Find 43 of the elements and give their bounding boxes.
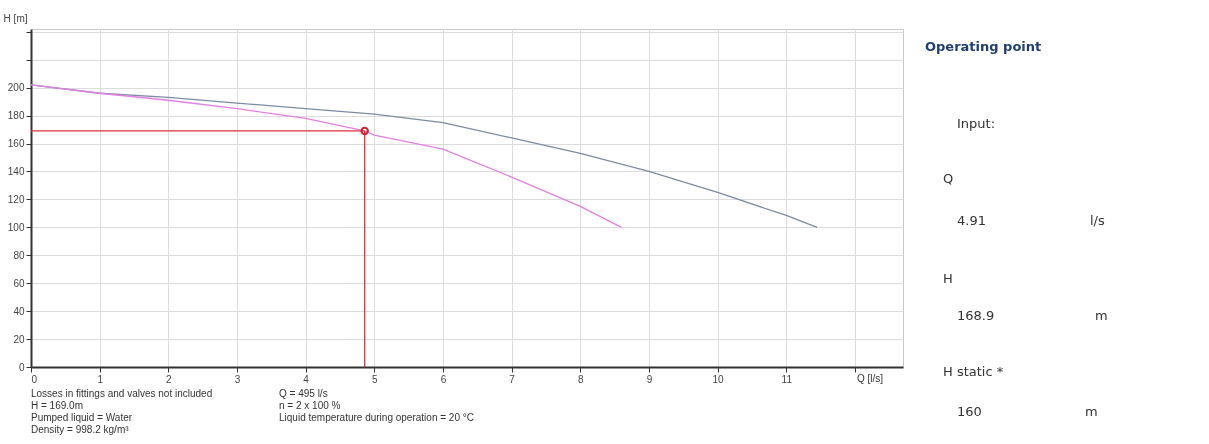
x-tick-label: 10 xyxy=(712,373,725,385)
x-tick-label: 6 xyxy=(440,373,447,385)
text: Input: xyxy=(957,116,996,131)
y-tick-label: 120 xyxy=(7,193,25,205)
text: 4.91 xyxy=(957,213,986,228)
text: Density = 998.2 kg/m³ xyxy=(31,424,130,435)
y-tick-label: 180 xyxy=(7,110,25,122)
y-tick-label: 20 xyxy=(13,333,25,345)
text: m xyxy=(1085,404,1098,419)
x-tick-label: 7 xyxy=(509,373,516,385)
text: m xyxy=(1095,308,1108,323)
y-tick-label: 40 xyxy=(13,305,25,317)
y-tick-label: 200 xyxy=(7,82,25,94)
x-tick-label: 5 xyxy=(372,373,379,385)
text: Liquid temperature during operation = 20 °C xyxy=(279,412,474,423)
text: n = 2 x 100 % xyxy=(279,400,341,411)
text: l/s xyxy=(1090,213,1105,228)
x-axis-title: Q [l/s] xyxy=(857,373,884,384)
x-tick-label: 2 xyxy=(166,373,173,385)
x-tick-label: 11 xyxy=(781,373,793,385)
y-tick-label: 60 xyxy=(13,277,25,289)
x-tick-label: 9 xyxy=(646,373,653,385)
y-axis-title: H [m] xyxy=(3,12,28,24)
x-tick-label: 3 xyxy=(234,373,241,385)
text: 168.9 xyxy=(957,308,995,323)
x-tick-label: 0 xyxy=(31,373,38,385)
y-tick-label: 160 xyxy=(7,138,25,150)
text: H xyxy=(943,271,953,286)
y-tick-label: 80 xyxy=(13,249,25,261)
text: 160 xyxy=(957,404,982,419)
text: Pumped liquid = Water xyxy=(31,412,133,423)
x-tick-label: 1 xyxy=(97,373,104,385)
text: Operating point xyxy=(925,39,1042,54)
y-tick-label: 100 xyxy=(7,221,25,233)
x-tick-label: 4 xyxy=(303,373,310,385)
text: Losses in fittings and valves not included xyxy=(31,388,213,399)
y-tick-label: 140 xyxy=(7,165,25,177)
text: Q xyxy=(943,171,954,186)
text: H static * xyxy=(943,364,1004,379)
text: Q = 495 l/s xyxy=(279,388,328,399)
y-tick-label: 0 xyxy=(18,361,25,373)
text: H = 169.0m xyxy=(31,400,83,411)
x-tick-label: 8 xyxy=(578,373,585,385)
